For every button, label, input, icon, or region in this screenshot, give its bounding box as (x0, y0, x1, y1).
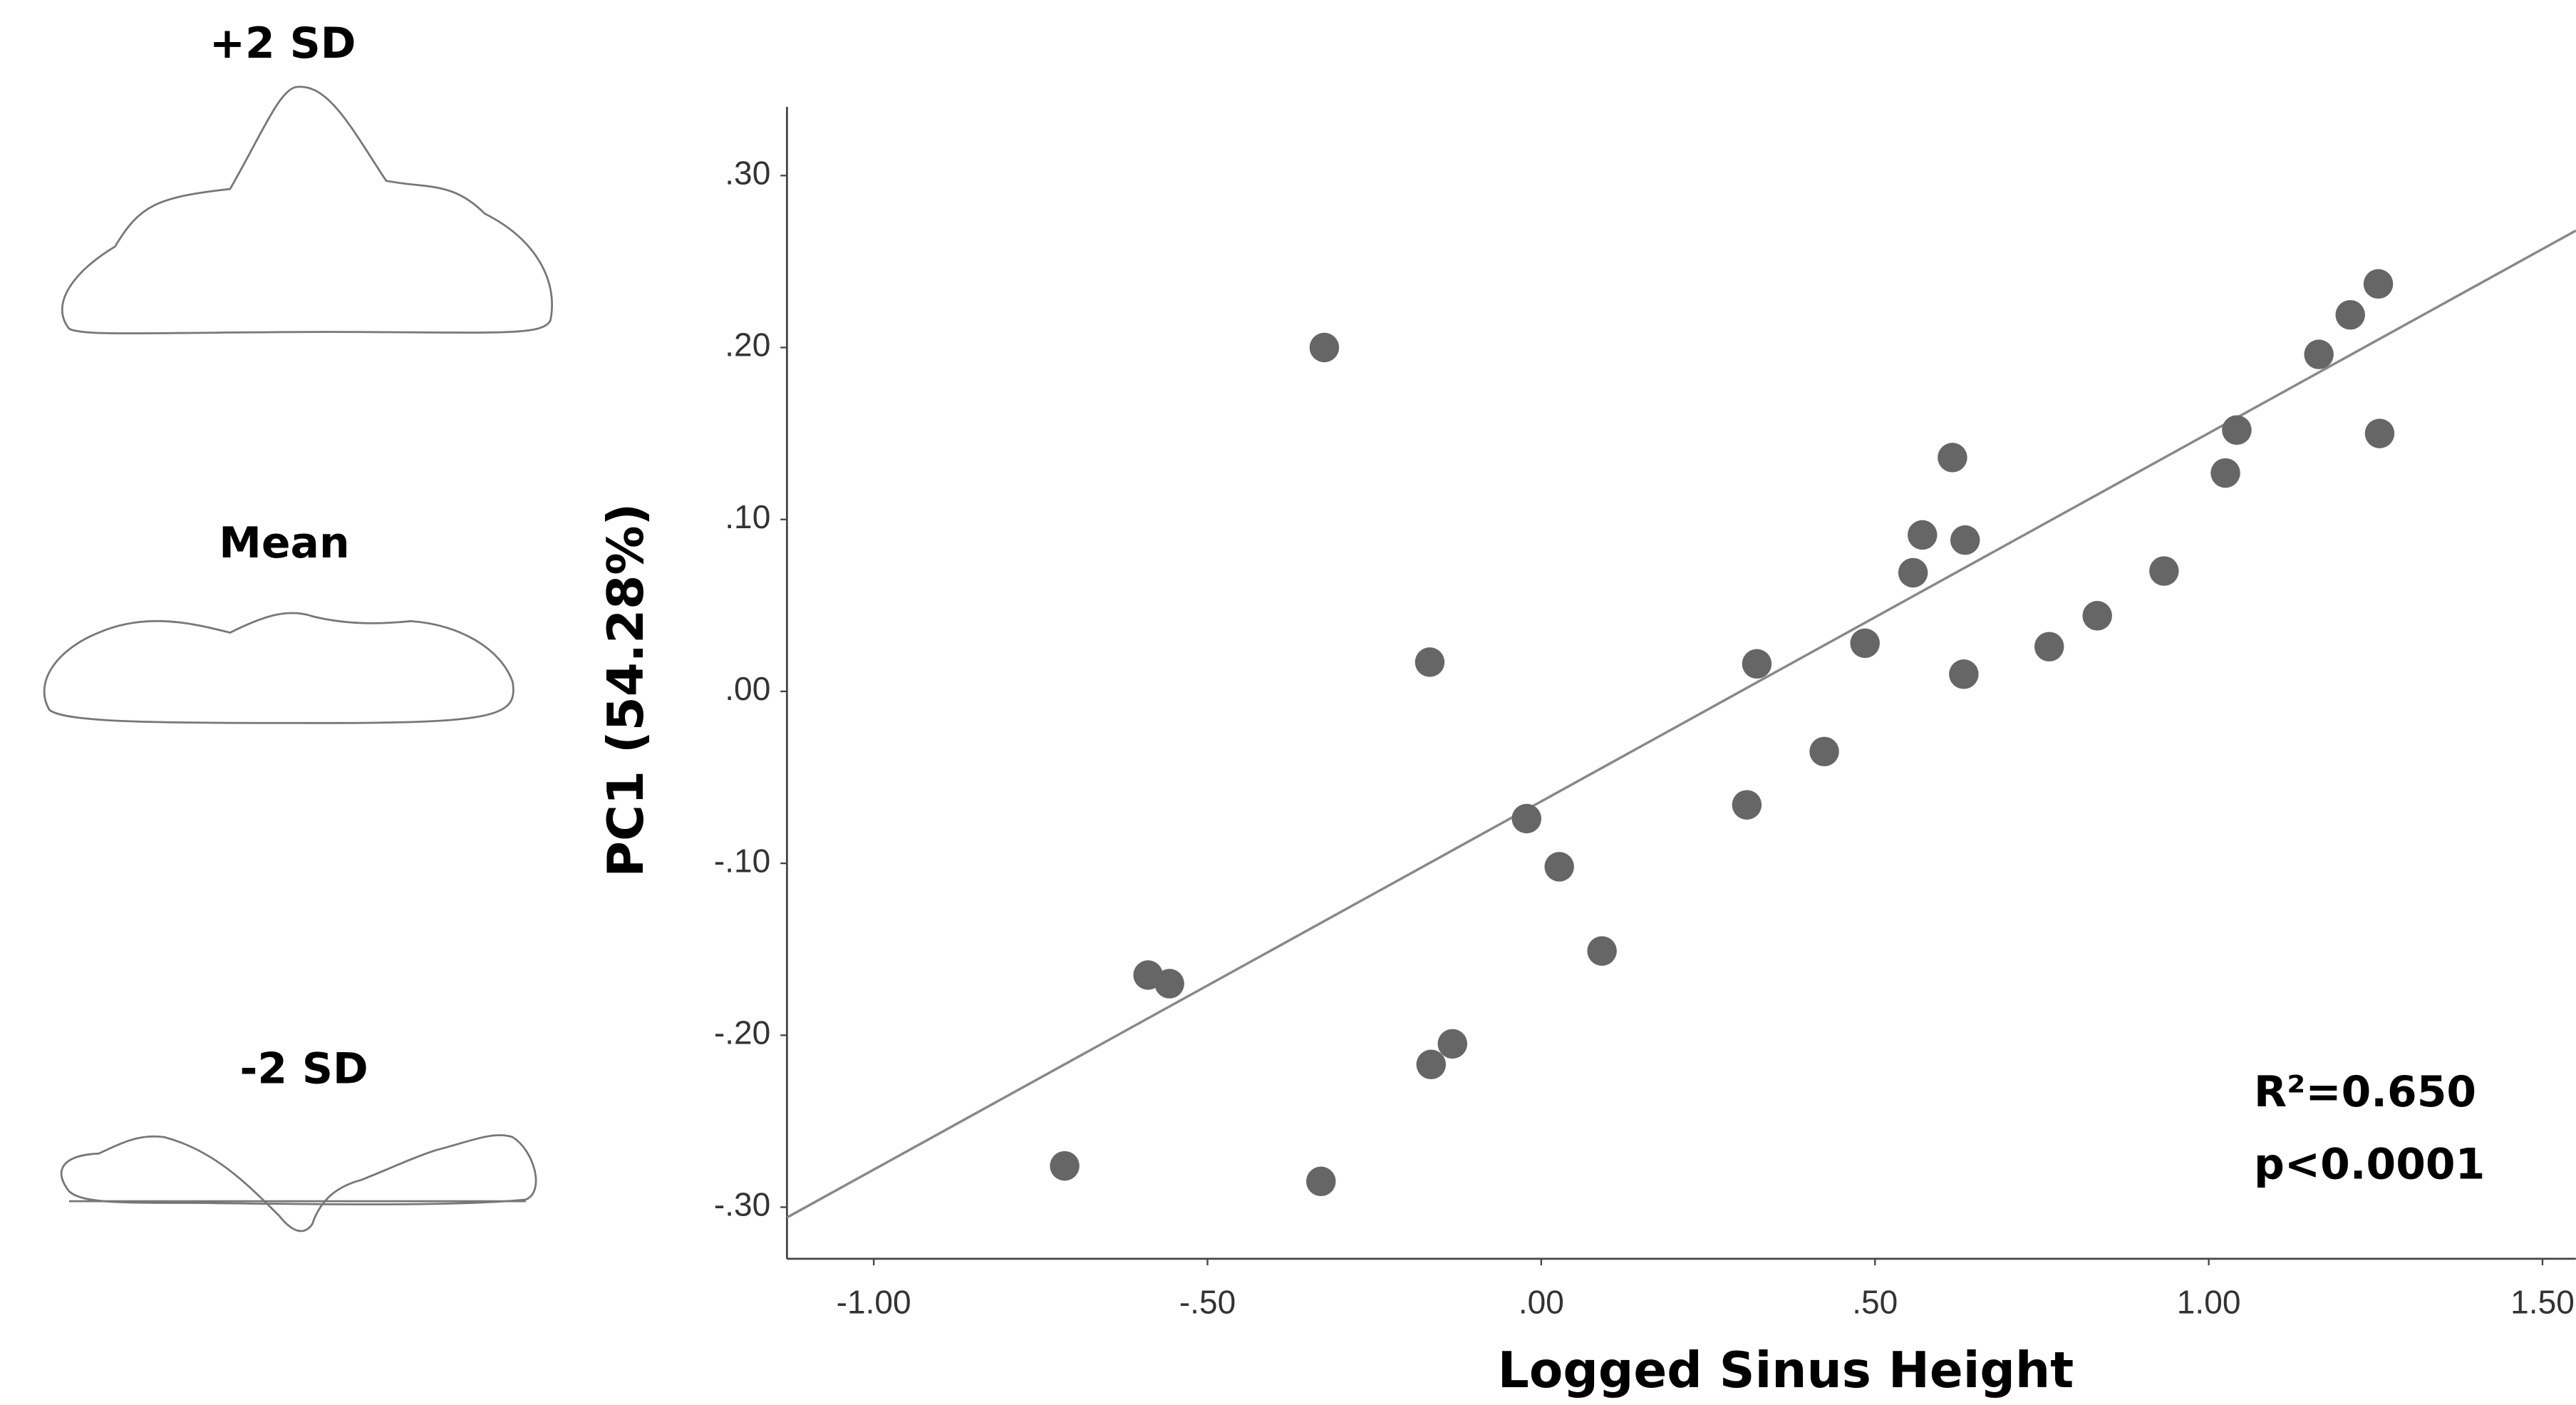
point (1809, 736, 1839, 767)
y-tick-label: .30 (725, 154, 770, 191)
point (2082, 601, 2112, 631)
point (1898, 557, 1928, 588)
y-axis-label: PC1 (54.28%) (598, 503, 655, 878)
x-tick-label: .50 (1852, 1284, 1898, 1321)
x-axis-label: Logged Sinus Height (1498, 1342, 2074, 1399)
shape-label: Mean (219, 518, 349, 568)
point (2363, 269, 2394, 299)
point (1587, 936, 1617, 966)
x-tick-label: -.50 (1179, 1284, 1236, 1321)
point (1742, 649, 1772, 679)
point (2364, 418, 2395, 448)
annotation: p<0.0001 (2254, 1139, 2485, 1189)
point (1544, 852, 1574, 882)
x-tick-label: 1.00 (2177, 1284, 2241, 1321)
shape-label: -2 SD (239, 1044, 368, 1094)
y-tick-label: -.30 (714, 1186, 770, 1223)
y-tick-label: .10 (725, 498, 770, 535)
point (2335, 299, 2365, 330)
point (1950, 525, 1980, 555)
annotation: R²=0.650 (2254, 1067, 2476, 1117)
point (2210, 458, 2240, 488)
shape-outlines (43, 86, 553, 1232)
point (1949, 659, 1979, 689)
y-tick-label: .00 (725, 670, 770, 707)
shape-label: +2 SD (210, 19, 356, 68)
shape-plus2sd (61, 86, 553, 335)
x-tick-label: 1.50 (2510, 1284, 2575, 1321)
point (1938, 443, 1967, 473)
point (1732, 790, 1762, 820)
point (1414, 647, 1445, 677)
point (1050, 1151, 1080, 1181)
y-tick-label: -.10 (714, 842, 770, 879)
x-tick-label: -1.00 (837, 1284, 911, 1321)
point (2149, 556, 2179, 586)
point (1437, 1029, 1468, 1059)
point (1309, 332, 1340, 363)
point (1306, 1166, 1336, 1197)
fit-line (786, 229, 2576, 1219)
point (1850, 628, 1880, 659)
point (2034, 632, 2064, 662)
point (2222, 415, 2252, 446)
y-tick-label: -.20 (714, 1014, 770, 1051)
y-tick-label: .20 (725, 326, 770, 364)
point (1511, 803, 1542, 834)
shape-minus2sd (60, 1134, 537, 1232)
point (1416, 1049, 1447, 1080)
shape-mean (43, 612, 514, 724)
point (1908, 520, 1938, 550)
point (2304, 339, 2334, 369)
x-tick-label: .00 (1519, 1284, 1564, 1321)
point (1154, 969, 1184, 999)
